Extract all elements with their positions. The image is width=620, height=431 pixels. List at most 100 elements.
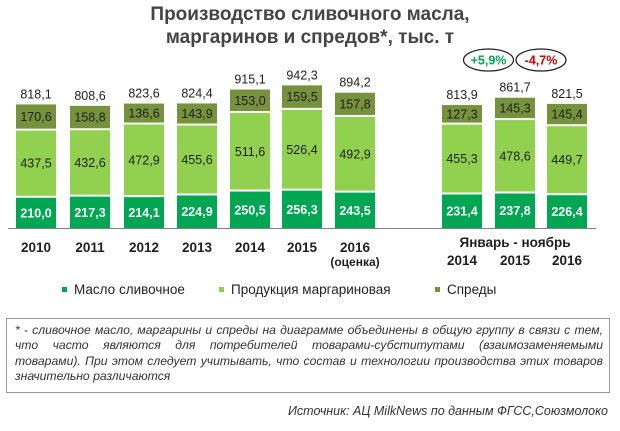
category-label: 2016 bbox=[552, 253, 583, 268]
change-annotation-label: +5,9% bbox=[471, 54, 507, 68]
change-annotation-ellipse bbox=[515, 48, 567, 72]
data-label: 526,4 bbox=[286, 143, 317, 157]
data-label: 237,8 bbox=[499, 204, 530, 218]
total-label: 824,4 bbox=[181, 86, 212, 100]
bar-segment bbox=[16, 197, 56, 228]
data-label: 127,3 bbox=[446, 107, 477, 121]
data-label: 224,9 bbox=[181, 205, 212, 219]
data-label: 437,5 bbox=[20, 157, 51, 171]
category-sublabel: (оценка) bbox=[330, 255, 379, 269]
legend-item-margarine: Продукция маргариновая bbox=[219, 282, 391, 297]
bar-segment bbox=[495, 120, 535, 192]
data-label: 158,8 bbox=[74, 111, 105, 125]
bar-segment bbox=[177, 195, 217, 228]
bar-segment bbox=[547, 103, 587, 125]
bar-segment bbox=[124, 124, 164, 196]
bar-segment bbox=[495, 97, 535, 119]
total-label: 861,7 bbox=[499, 81, 530, 95]
bar-segment bbox=[442, 105, 482, 123]
change-annotation-ellipse bbox=[462, 48, 515, 72]
footnote: * - сливочное масло, маргарины и спреды … bbox=[6, 318, 610, 393]
data-label: 136,6 bbox=[128, 107, 159, 121]
bar-segment bbox=[335, 192, 375, 228]
bar-segment bbox=[124, 197, 164, 228]
data-label: 472,9 bbox=[128, 153, 159, 167]
bar-segment bbox=[230, 89, 270, 112]
data-label: 214,1 bbox=[128, 206, 159, 220]
legend-swatch-margarine bbox=[219, 287, 224, 292]
data-label: 157,8 bbox=[339, 97, 370, 111]
data-label: 478,6 bbox=[499, 149, 530, 163]
total-label: 808,6 bbox=[74, 89, 105, 103]
category-label: 2015 bbox=[500, 253, 531, 268]
category-label: 2013 bbox=[182, 240, 213, 255]
data-label: 210,0 bbox=[20, 206, 51, 220]
stacked-bar-chart: 210,0 437,5 170,6 818,1 217,3 432,6 158,8 808,6… bbox=[8, 48, 596, 269]
data-label: 250,5 bbox=[234, 203, 265, 217]
data-label: 143,9 bbox=[181, 107, 212, 121]
bar-segment bbox=[335, 116, 375, 191]
change-annotation-label: -4,7% bbox=[525, 54, 558, 68]
bar-segment bbox=[495, 193, 535, 228]
legend-label-butter: Масло сливочное bbox=[74, 282, 185, 297]
total-label: 818,1 bbox=[20, 87, 51, 101]
bar-segment bbox=[177, 103, 217, 124]
bar-segment bbox=[442, 124, 482, 193]
bar-segment bbox=[70, 130, 110, 195]
data-label: 455,6 bbox=[181, 153, 212, 167]
bar-segment bbox=[230, 191, 270, 228]
bar-segment bbox=[442, 194, 482, 228]
data-label: 432,6 bbox=[74, 156, 105, 170]
bar-segment bbox=[282, 190, 322, 228]
category-label: 2012 bbox=[129, 240, 159, 255]
bar-segment bbox=[282, 85, 322, 108]
bar-segment bbox=[70, 105, 110, 129]
bar-segment bbox=[282, 109, 322, 189]
bar-segment bbox=[177, 125, 217, 194]
bar-segment bbox=[124, 103, 164, 123]
chart-title-line-2: маргаринов и спредов*, тыс. т bbox=[165, 27, 455, 48]
data-label: 243,5 bbox=[339, 204, 370, 218]
legend-swatch-spreads bbox=[435, 287, 440, 292]
total-label: 915,1 bbox=[234, 73, 265, 87]
bar-segment bbox=[335, 92, 375, 115]
data-label: 145,3 bbox=[499, 101, 530, 115]
total-label: 894,2 bbox=[339, 76, 370, 90]
category-label: 2016 bbox=[340, 240, 371, 255]
data-label: 231,4 bbox=[446, 205, 477, 219]
data-label: 159,5 bbox=[286, 90, 317, 104]
legend-item-butter: Масло сливочное bbox=[62, 282, 185, 297]
data-label: 449,7 bbox=[551, 153, 582, 167]
bar-segment bbox=[230, 113, 270, 190]
bar-segment bbox=[70, 196, 110, 228]
category-label: 2015 bbox=[287, 240, 318, 255]
category-group-label: Январь - ноябрь bbox=[459, 235, 570, 250]
legend-item-spreads: Спреды bbox=[435, 282, 496, 297]
data-label: 226,4 bbox=[551, 205, 582, 219]
total-label: 813,9 bbox=[446, 88, 477, 102]
category-label: 2014 bbox=[447, 253, 478, 268]
data-label: 217,3 bbox=[74, 206, 105, 220]
data-label: 492,9 bbox=[339, 147, 370, 161]
data-label: 511,6 bbox=[235, 145, 265, 159]
source-note: Источник: АЦ MilkNews по данным ФГСС,Сою… bbox=[287, 404, 608, 418]
data-label: 455,3 bbox=[446, 152, 477, 166]
bar-segment bbox=[16, 104, 56, 129]
bar-segment bbox=[547, 126, 587, 194]
data-label: 170,6 bbox=[20, 110, 51, 124]
category-label: 2011 bbox=[75, 240, 105, 255]
data-label: 153,0 bbox=[234, 94, 265, 108]
legend-swatch-butter bbox=[62, 287, 67, 292]
category-label: 2010 bbox=[21, 240, 51, 255]
data-label: 256,3 bbox=[286, 203, 317, 217]
total-label: 823,6 bbox=[128, 87, 159, 101]
chart-title-line-1: Производство сливочного масла, bbox=[150, 4, 470, 25]
total-label: 942,3 bbox=[286, 68, 317, 82]
legend-label-margarine: Продукция маргариновая bbox=[231, 282, 391, 297]
legend-label-spreads: Спреды bbox=[447, 282, 497, 297]
bar-segment bbox=[16, 130, 56, 196]
category-label: 2014 bbox=[235, 240, 266, 255]
data-label: 145,4 bbox=[551, 108, 582, 122]
bar-segment bbox=[547, 195, 587, 228]
total-label: 821,5 bbox=[551, 87, 582, 101]
